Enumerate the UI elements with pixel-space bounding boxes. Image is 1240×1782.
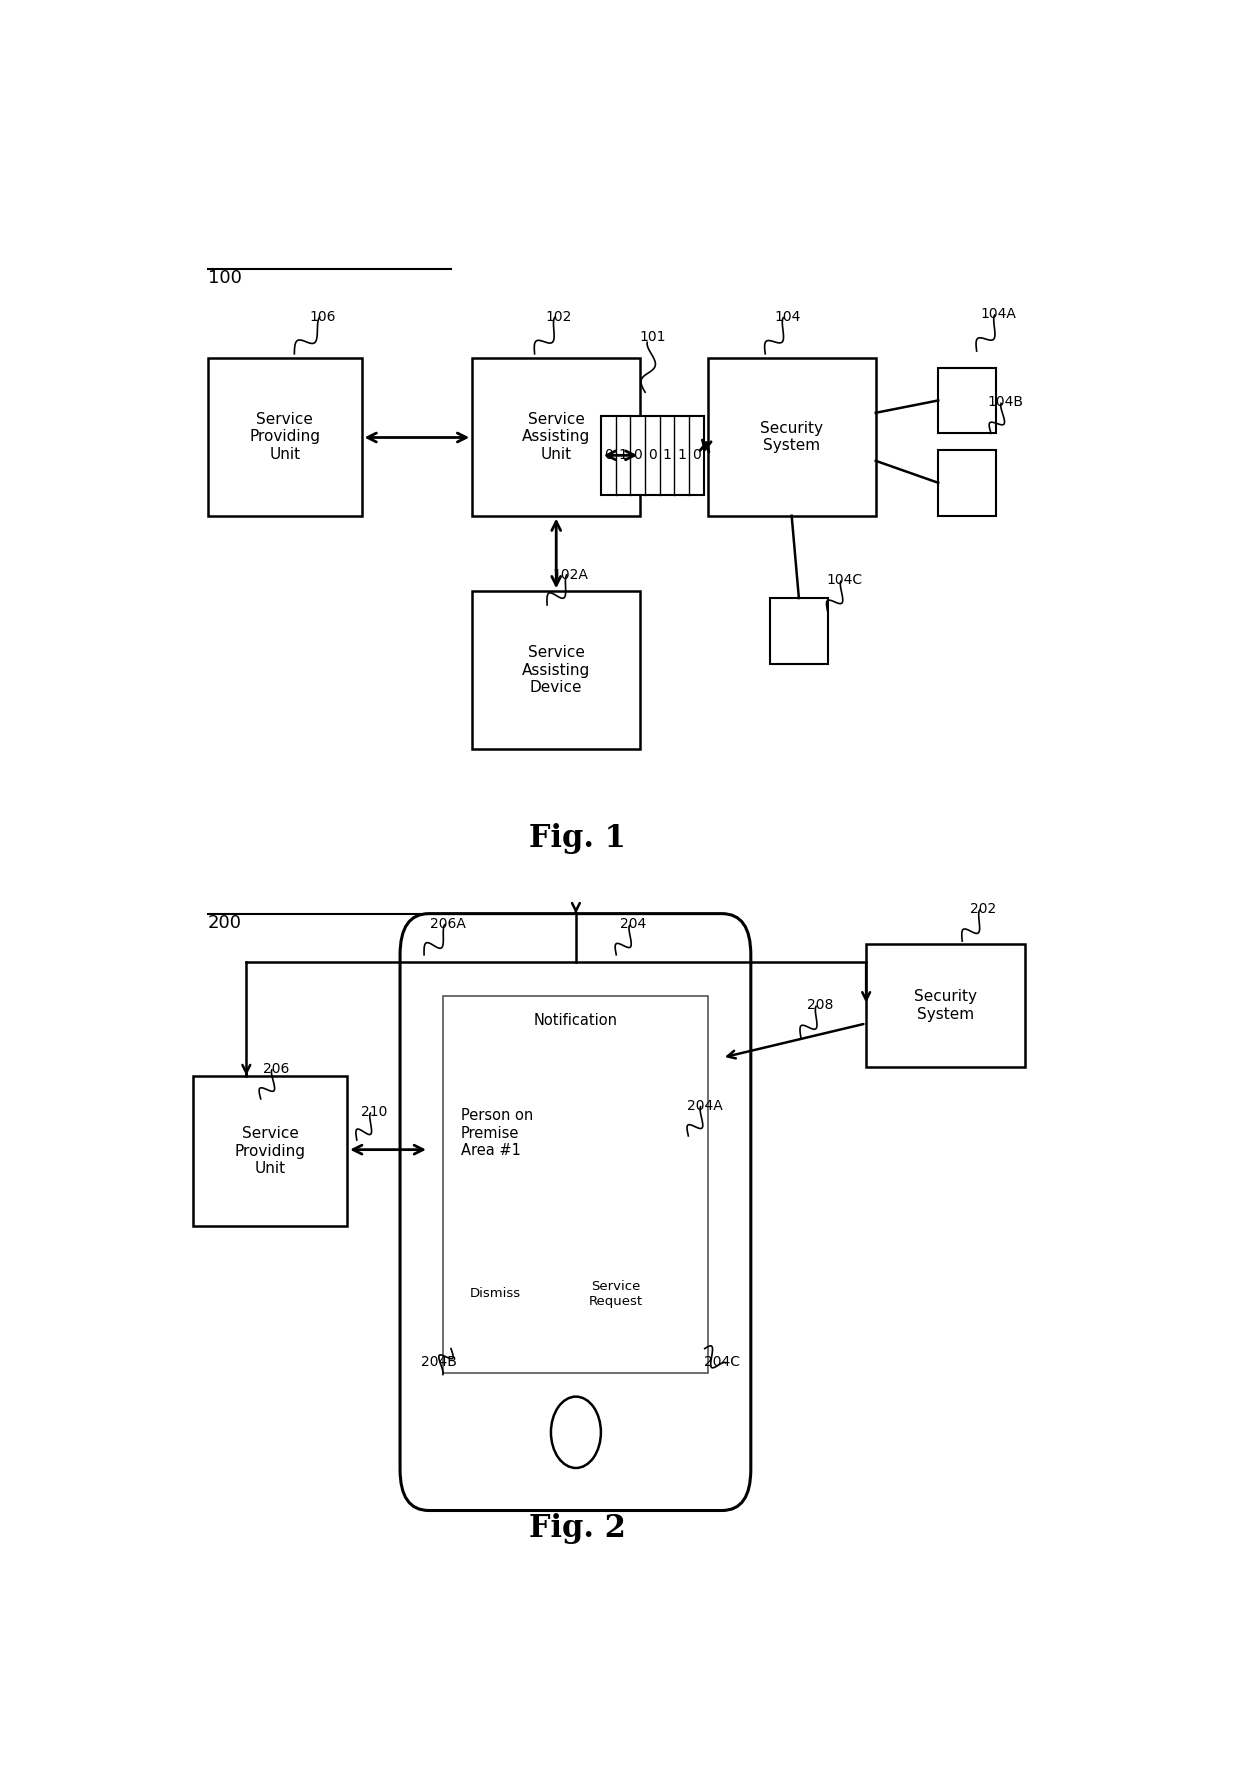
FancyBboxPatch shape <box>568 1260 665 1328</box>
Text: Person on
Premise
Area #1: Person on Premise Area #1 <box>460 1108 533 1158</box>
Text: 0: 0 <box>692 449 701 462</box>
Text: 204C: 204C <box>704 1354 740 1369</box>
Text: 204A: 204A <box>687 1098 723 1112</box>
Text: 206: 206 <box>263 1062 289 1076</box>
Text: Security
System: Security System <box>760 421 823 453</box>
Text: Service
Assisting
Unit: Service Assisting Unit <box>522 412 590 462</box>
Text: 202: 202 <box>970 902 997 916</box>
FancyBboxPatch shape <box>208 358 362 515</box>
FancyBboxPatch shape <box>401 914 751 1511</box>
Text: Service
Assisting
Device: Service Assisting Device <box>522 645 590 695</box>
Text: 104B: 104B <box>987 394 1023 408</box>
Text: 210: 210 <box>361 1105 387 1119</box>
FancyBboxPatch shape <box>472 358 640 515</box>
Text: Dismiss: Dismiss <box>470 1287 521 1301</box>
Text: 104A: 104A <box>981 307 1017 321</box>
Text: 100: 100 <box>208 269 242 287</box>
Text: 0: 0 <box>604 449 613 462</box>
Text: Fig. 2: Fig. 2 <box>529 1513 626 1543</box>
Text: 200: 200 <box>208 914 242 932</box>
FancyBboxPatch shape <box>770 599 828 665</box>
Text: Notification: Notification <box>534 1014 618 1028</box>
FancyBboxPatch shape <box>472 592 640 748</box>
FancyBboxPatch shape <box>866 944 1024 1067</box>
FancyBboxPatch shape <box>601 415 704 495</box>
Text: 0: 0 <box>634 449 642 462</box>
Text: 204: 204 <box>620 918 647 932</box>
Text: 1: 1 <box>619 449 627 462</box>
Text: 101: 101 <box>640 330 666 344</box>
Text: 104: 104 <box>774 310 801 324</box>
FancyBboxPatch shape <box>939 367 996 433</box>
FancyBboxPatch shape <box>939 449 996 515</box>
Text: Service
Providing
Unit: Service Providing Unit <box>234 1126 306 1176</box>
Text: 204B: 204B <box>420 1354 456 1369</box>
Text: 102: 102 <box>546 310 572 324</box>
Text: 0: 0 <box>649 449 657 462</box>
Text: 208: 208 <box>807 998 833 1012</box>
Text: 106: 106 <box>310 310 336 324</box>
FancyBboxPatch shape <box>451 1260 539 1328</box>
Text: 1: 1 <box>677 449 686 462</box>
Text: 1: 1 <box>662 449 671 462</box>
Text: Service
Request: Service Request <box>589 1279 644 1308</box>
FancyBboxPatch shape <box>193 1076 347 1226</box>
Text: Security
System: Security System <box>914 989 977 1021</box>
Text: 102A: 102A <box>552 568 588 581</box>
Text: Fig. 1: Fig. 1 <box>529 823 626 854</box>
Text: 206A: 206A <box>430 918 466 932</box>
FancyBboxPatch shape <box>444 996 708 1374</box>
Text: Service
Providing
Unit: Service Providing Unit <box>249 412 320 462</box>
FancyBboxPatch shape <box>708 358 875 515</box>
Text: 104C: 104C <box>827 574 863 586</box>
